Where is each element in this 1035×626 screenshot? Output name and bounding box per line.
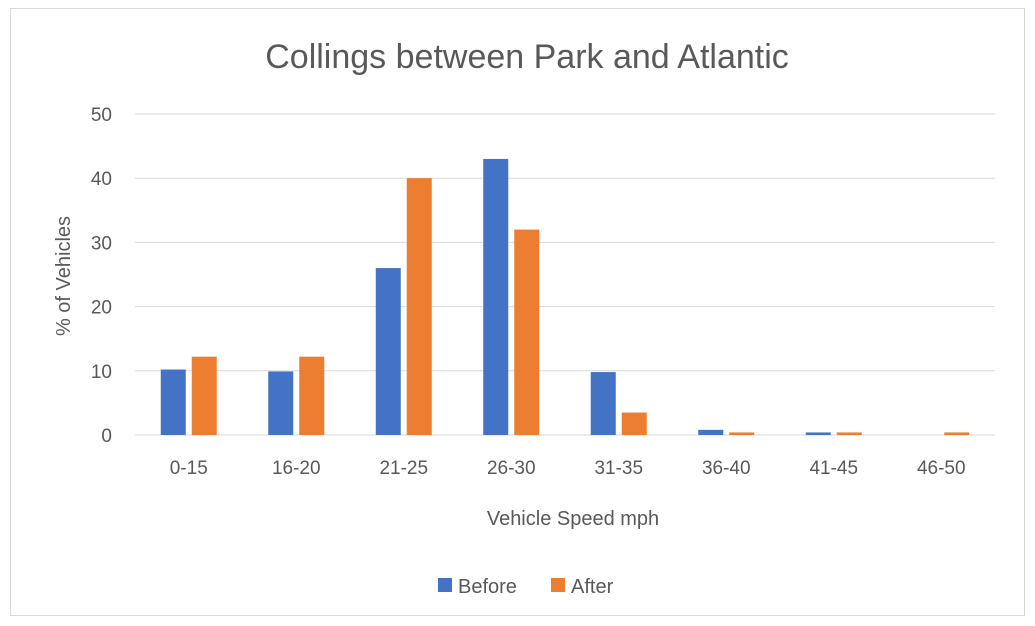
x-tick-label: 41-45 bbox=[809, 458, 858, 479]
legend-label-before: Before bbox=[458, 576, 517, 598]
x-tick-label: 0-15 bbox=[170, 458, 208, 479]
y-tick-label: 0 bbox=[101, 426, 112, 447]
x-tick-label: 36-40 bbox=[702, 458, 751, 479]
chart-title: Collings between Park and Atlantic bbox=[265, 38, 789, 76]
bar-before-21-25 bbox=[375, 268, 401, 435]
bar-after-16-20 bbox=[299, 356, 325, 435]
x-tick-label: 16-20 bbox=[272, 458, 321, 479]
bar-after-46-50 bbox=[944, 432, 970, 435]
bars bbox=[160, 158, 970, 435]
legend-label-after: After bbox=[571, 576, 614, 598]
gridlines bbox=[135, 113, 995, 436]
bar-after-21-25 bbox=[406, 178, 432, 435]
y-axis-title: % of Vehicles bbox=[53, 216, 75, 336]
bar-after-41-45 bbox=[836, 432, 862, 435]
bar-before-31-35 bbox=[590, 372, 616, 435]
legend-swatch-after bbox=[551, 578, 565, 592]
bar-after-31-35 bbox=[621, 412, 647, 435]
x-tick-label: 21-25 bbox=[379, 458, 428, 479]
x-tick-label: 26-30 bbox=[487, 458, 536, 479]
y-tick-label: 40 bbox=[91, 169, 112, 190]
y-tick-label: 50 bbox=[91, 105, 112, 126]
bar-before-36-40 bbox=[698, 429, 724, 435]
x-tick-label: 31-35 bbox=[594, 458, 643, 479]
y-tick-label: 30 bbox=[91, 233, 112, 254]
bar-before-26-30 bbox=[483, 158, 509, 435]
bar-before-41-45 bbox=[805, 432, 831, 435]
y-tick-labels: 0 10 20 30 40 50 bbox=[91, 105, 112, 447]
x-tick-labels: 0-15 16-20 21-25 26-30 31-35 36-40 41-45 46-50 bbox=[170, 458, 966, 479]
x-axis-title: Vehicle Speed mph bbox=[487, 508, 659, 530]
legend: Before After bbox=[438, 576, 614, 598]
bar-after-36-40 bbox=[729, 432, 755, 435]
bar-before-16-20 bbox=[268, 371, 294, 435]
bar-after-26-30 bbox=[514, 229, 540, 435]
x-tick-label: 46-50 bbox=[917, 458, 966, 479]
bar-before-0-15 bbox=[160, 369, 186, 435]
y-tick-label: 10 bbox=[91, 362, 112, 383]
legend-swatch-before bbox=[438, 578, 452, 592]
y-tick-label: 20 bbox=[91, 298, 112, 319]
bar-after-0-15 bbox=[191, 356, 217, 435]
